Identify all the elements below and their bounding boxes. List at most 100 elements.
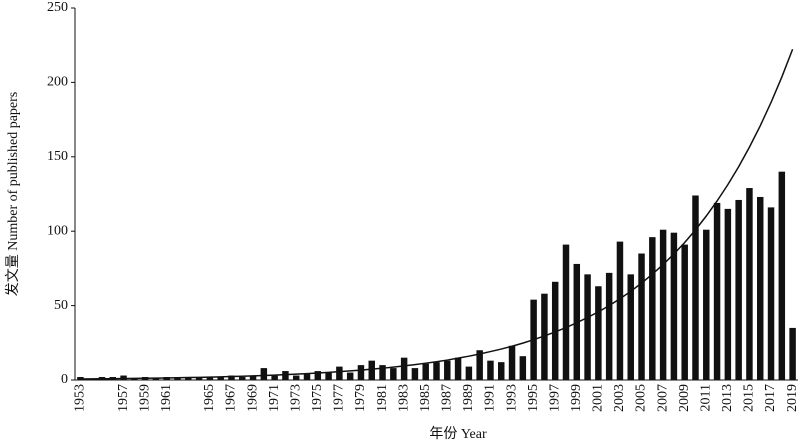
x-tick-label: 2007 [655,384,670,412]
bar [789,327,796,380]
x-tick-label: 1999 [569,384,584,412]
bar [357,365,365,380]
y-tick-label: 50 [54,298,68,313]
bar [659,229,667,380]
bar [681,244,688,380]
x-tick-label: 1965 [202,384,217,412]
x-tick-label: 2003 [612,384,627,412]
x-tick-label: 1983 [396,384,411,412]
bar [584,274,591,380]
y-axis-title: 发文量 Number of published papers [5,92,21,297]
bar [411,368,419,380]
x-tick-label: 2001 [591,384,606,412]
bar [756,196,764,380]
bar [692,195,699,380]
bar [282,371,289,380]
x-tick-label: 1957 [116,384,131,412]
bar [627,274,634,380]
bar [670,232,678,380]
bar [152,378,160,380]
bar [303,374,311,380]
bar [346,372,354,380]
bar [271,375,278,380]
bar [519,356,527,380]
bar [131,378,138,380]
x-tick-label: 1995 [526,384,541,412]
x-tick-label: 1993 [504,384,519,412]
bar [239,377,246,380]
x-axis-title: 年份 Year [429,426,487,442]
bar [336,366,343,380]
x-tick-label: 2019 [785,384,800,412]
x-tick-label: 1969 [245,384,260,412]
bar [487,360,494,380]
bar [713,202,721,380]
x-tick-label: 1975 [310,384,325,412]
x-tick-label: 1991 [483,384,498,412]
x-tick-label: 2013 [720,384,735,412]
bar [551,281,559,380]
bar [292,375,300,380]
bar [422,363,429,380]
x-tick-label: 2015 [742,384,757,412]
x-tick-label: 2011 [698,384,713,411]
x-tick-label: 1979 [353,384,368,412]
bar [778,171,786,380]
bar [508,345,516,380]
x-tick-label: 1987 [440,384,455,412]
y-tick-label: 0 [61,372,68,387]
bar [325,372,332,380]
x-tick-label: 1997 [547,384,562,412]
x-tick-label: 2009 [677,384,692,412]
x-tick-label: 1959 [137,384,152,412]
bar [249,375,257,380]
x-tick-label: 1971 [267,384,282,412]
x-tick-label: 1973 [288,384,303,412]
y-tick-label: 200 [47,75,68,90]
bar [562,244,570,380]
bar [605,272,613,380]
bar [638,253,645,380]
x-tick-label: 1981 [375,384,390,412]
bar [724,208,732,380]
bar [616,241,624,380]
bar [649,237,656,380]
bar [195,377,203,380]
bar [260,368,268,380]
x-tick-label: 2005 [634,384,649,412]
bar [185,377,192,380]
bar [595,286,602,380]
bar [400,357,408,380]
bar [498,362,505,380]
x-tick-label: 1961 [159,384,174,412]
bar [746,188,753,380]
bar [476,350,483,380]
x-tick-label: 2017 [763,384,778,412]
bar [314,371,322,380]
x-tick-label: 1989 [461,384,476,412]
bar [541,293,548,380]
bar [368,360,375,380]
x-tick-label: 1953 [73,384,88,412]
bar [120,375,127,380]
bar [206,377,214,380]
bar [703,229,710,380]
y-tick-label: 150 [47,149,68,164]
x-tick-label: 1985 [418,384,433,412]
bar [444,360,451,380]
bar [390,368,397,380]
x-tick-label: 1977 [332,384,347,412]
bar [767,207,775,380]
x-tick-label: 1967 [224,384,239,412]
bar [433,362,440,380]
bar [465,366,473,380]
y-tick-label: 100 [47,223,68,238]
bar [379,365,386,380]
bar [454,357,462,380]
y-tick-label: 250 [47,0,68,15]
bar [228,375,235,380]
bar [217,377,224,380]
trend-line [80,48,794,380]
bar [735,199,742,380]
